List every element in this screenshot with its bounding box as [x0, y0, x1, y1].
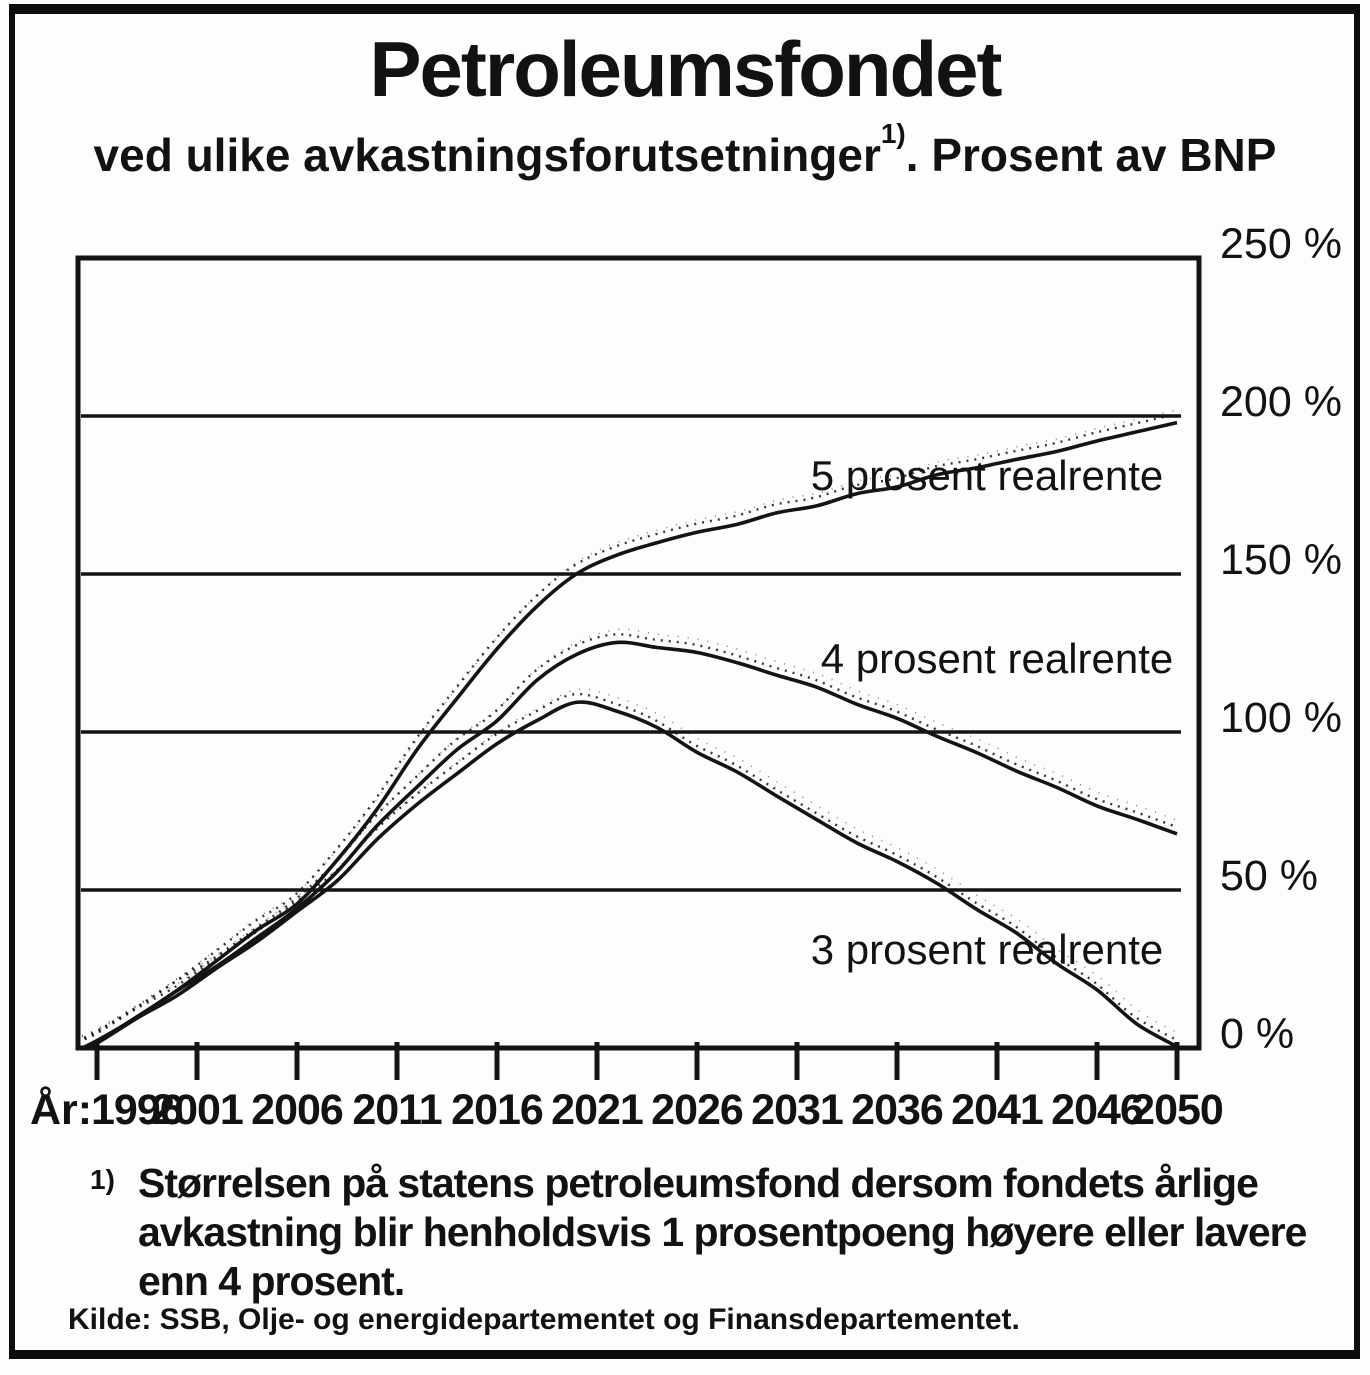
x-axis-label-2016: 2016 — [451, 1086, 544, 1134]
x-axis-label-2046: 2046 — [1051, 1086, 1144, 1134]
footnote-line: enn 4 prosent. — [138, 1258, 405, 1304]
y-axis-label-250: 250 % — [1220, 220, 1342, 268]
figure-border — [9, 4, 1360, 1359]
curve-speckle2-4-prosent-realrente — [81, 628, 1180, 1037]
source-line: Kilde: SSB, Olje- og energidepartementet… — [68, 1303, 1020, 1336]
y-axis-label-0: 0 % — [1220, 1010, 1295, 1058]
chart-title: Petroleumsfondet — [369, 25, 1002, 113]
x-axis-label-2026: 2026 — [651, 1086, 744, 1134]
footnote-line: Størrelsen på statens petroleumsfond der… — [138, 1160, 1259, 1206]
y-axis-label-100: 100 % — [1220, 694, 1342, 742]
curve-label-4-prosent-realrente: 4 prosent realrente — [820, 635, 1174, 683]
y-axis-label-150: 150 % — [1220, 536, 1342, 584]
x-axis-label-2011: 2011 — [352, 1086, 442, 1134]
x-axis-prefix-label: År: — [30, 1086, 93, 1134]
curve-label-5-prosent-realrente: 5 prosent realrente — [810, 452, 1164, 500]
y-axis-label-200: 200 % — [1220, 378, 1342, 426]
footnote-reference-superscript: 1) — [880, 118, 906, 149]
curve-speckle-3-prosent-realrente — [76, 692, 1175, 1043]
curve-speckle2-3-prosent-realrente — [81, 688, 1180, 1037]
x-axis-label-2050: 2050 — [1131, 1086, 1224, 1134]
y-axis-label-50: 50 % — [1220, 852, 1319, 900]
x-axis-label-2041: 2041 — [951, 1086, 1044, 1134]
x-axis-label-2036: 2036 — [851, 1086, 944, 1134]
curve-3-prosent-realrente — [79, 700, 1178, 1051]
chart-subtitle: ved ulike avkastningsforutsetninger1). P… — [0, 118, 1370, 182]
x-axis-label-2001: 2001 — [151, 1086, 244, 1134]
curve-label-3-prosent-realrente: 3 prosent realrente — [810, 926, 1164, 974]
curve-speckle2-5-prosent-realrente — [81, 408, 1180, 1037]
curve-speckle-4-prosent-realrente — [76, 633, 1175, 1043]
footnote-line: avkastning blir henholdsvis 1 prosentpoe… — [138, 1209, 1307, 1255]
curve-4-prosent-realrente — [79, 640, 1178, 1051]
x-axis-label-1996: 1996 — [91, 1086, 184, 1134]
footnote-marker: 1) — [90, 1164, 115, 1195]
x-axis-label-2021: 2021 — [551, 1086, 644, 1134]
x-axis-label-2031: 2031 — [751, 1086, 844, 1134]
plot-border — [75, 255, 1202, 1051]
curve-speckle-5-prosent-realrente — [76, 413, 1175, 1043]
x-axis-label-2006: 2006 — [251, 1086, 344, 1134]
chart-subtitle-text: ved ulike avkastningsforutsetninger — [93, 129, 881, 181]
chart-subtitle-suffix: . Prosent av BNP — [905, 129, 1277, 181]
